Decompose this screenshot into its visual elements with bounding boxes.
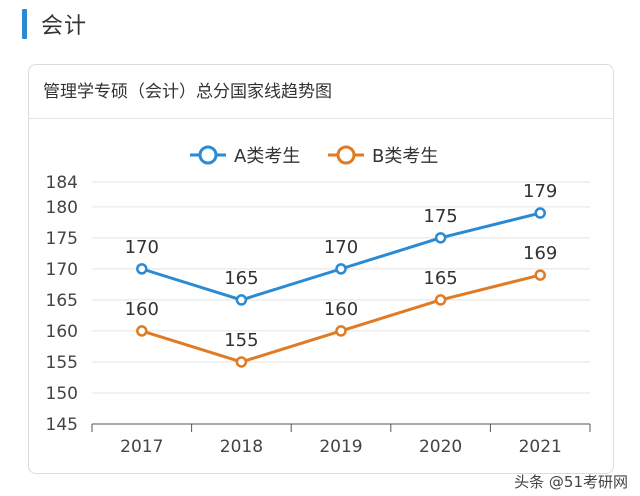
data-point xyxy=(235,356,248,368)
legend-swatch-marker xyxy=(336,145,356,165)
y-tick-label: 145 xyxy=(46,415,78,435)
y-tick-label: 184 xyxy=(46,173,78,193)
data-point xyxy=(335,263,347,275)
data-point xyxy=(534,269,546,281)
data-label: 170 xyxy=(324,237,358,258)
y-tick-label: 180 xyxy=(46,198,78,218)
data-label: 170 xyxy=(125,237,159,258)
data-point xyxy=(136,325,148,337)
watermark: 头条 @51考研网 xyxy=(514,473,628,491)
data-point xyxy=(534,207,546,219)
y-tick-label: 175 xyxy=(46,229,78,249)
data-point xyxy=(434,294,447,306)
legend-label: A类考生 xyxy=(234,146,300,167)
data-point xyxy=(335,325,347,337)
legend-swatch-marker xyxy=(198,145,218,165)
data-point xyxy=(136,263,148,275)
data-label: 179 xyxy=(523,181,557,202)
chart-card-title: 管理学专硕（会计）总分国家线趋势图 xyxy=(29,65,613,119)
y-tick-label: 150 xyxy=(46,384,78,404)
x-tick-label: 2021 xyxy=(519,437,562,457)
legend-label: B类考生 xyxy=(372,146,438,167)
y-tick-label: 160 xyxy=(46,322,78,342)
x-tick-label: 2018 xyxy=(220,437,263,457)
data-label: 155 xyxy=(224,330,258,351)
data-label: 165 xyxy=(423,268,457,289)
data-label: 165 xyxy=(224,268,258,289)
x-tick-label: 2017 xyxy=(120,437,163,457)
section-header: 会计 xyxy=(22,8,87,40)
y-tick-label: 170 xyxy=(46,260,78,280)
data-point xyxy=(235,294,248,306)
data-label: 160 xyxy=(324,299,358,320)
section-title: 会计 xyxy=(41,14,88,39)
y-tick-label: 165 xyxy=(46,291,78,311)
data-label: 175 xyxy=(423,206,457,227)
x-tick-label: 2019 xyxy=(319,437,362,457)
section-accent-bar xyxy=(22,9,27,39)
data-point xyxy=(434,232,447,244)
y-tick-label: 155 xyxy=(46,353,78,373)
data-label: 160 xyxy=(125,299,159,320)
x-tick-label: 2020 xyxy=(419,437,462,457)
data-label: 169 xyxy=(523,243,557,264)
